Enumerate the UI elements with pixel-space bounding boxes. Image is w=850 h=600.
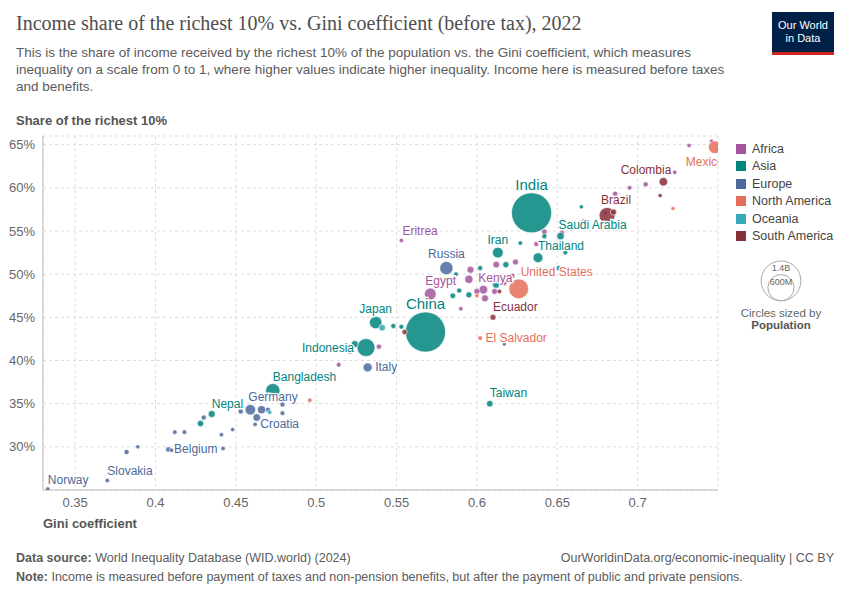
html-text:Our World: Our World — [778, 19, 828, 31]
svg-text:0.55: 0.55 — [384, 495, 409, 510]
svg-text:35%: 35% — [9, 396, 35, 411]
svg-text:Thailand: Thailand — [538, 239, 584, 253]
svg-text:Mexico: Mexico — [686, 155, 718, 169]
html-text:OurWorldinData.org/economic-in: OurWorldinData.org/economic-inequality |… — [560, 551, 834, 565]
svg-text:Taiwan: Taiwan — [490, 386, 527, 400]
html-text:Note: Income is measured befor: Note: Income is measured before payment … — [16, 570, 743, 584]
html-text:Population: Population — [751, 318, 811, 331]
html-text:Oceania: Oceania — [752, 211, 799, 226]
html-text:in Data: in Data — [785, 32, 821, 44]
svg-text:Japan: Japan — [359, 302, 392, 316]
html-text:Europe: Europe — [752, 176, 793, 191]
svg-text:55%: 55% — [9, 224, 35, 239]
svg-text:Nepal: Nepal — [212, 397, 243, 411]
svg-text:China: China — [406, 295, 446, 312]
svg-text:Germany: Germany — [248, 390, 297, 404]
html-text:Circles sized by: Circles sized by — [740, 306, 822, 319]
svg-text:Iran: Iran — [487, 233, 508, 247]
html-text:Data source: World Inequality: Data source: World Inequality Database (… — [16, 551, 351, 565]
svg-text:0.5: 0.5 — [307, 495, 325, 510]
svg-text:60%: 60% — [9, 180, 35, 195]
html-text:Share of the richest 10%: Share of the richest 10% — [16, 113, 167, 128]
svg-text:50%: 50% — [9, 267, 35, 282]
svg-text:Egypt: Egypt — [425, 274, 456, 288]
html-text:North America: North America — [752, 194, 832, 209]
svg-text:0.6: 0.6 — [468, 495, 486, 510]
svg-text:Ecuador: Ecuador — [493, 300, 538, 314]
svg-text:45%: 45% — [9, 310, 35, 325]
svg-text:Russia: Russia — [428, 247, 465, 261]
svg-text:30%: 30% — [9, 439, 35, 454]
svg-text:El Salvador: El Salvador — [485, 331, 546, 345]
svg-text:65%: 65% — [9, 137, 35, 152]
svg-text:0.4: 0.4 — [146, 495, 164, 510]
svg-text:Indonesia: Indonesia — [302, 341, 354, 355]
svg-text:Norway: Norway — [48, 473, 89, 487]
svg-text:0.45: 0.45 — [223, 495, 248, 510]
svg-text:Eritrea: Eritrea — [402, 224, 438, 238]
svg-text:Colombia: Colombia — [621, 163, 672, 177]
html-text:South America: South America — [752, 229, 834, 244]
svg-text:0.35: 0.35 — [62, 495, 87, 510]
html-text:Gini coefficient: Gini coefficient — [43, 516, 137, 531]
svg-text:0.7: 0.7 — [629, 495, 647, 510]
svg-text:Belgium: Belgium — [174, 442, 217, 456]
html-text:This is the share of income re: This is the share of income received by … — [16, 45, 725, 94]
svg-text:Brazil: Brazil — [601, 193, 631, 207]
svg-text:Slovakia: Slovakia — [107, 464, 153, 478]
html-text:Income share of the richest 10: Income share of the richest 10% vs. Gini… — [16, 12, 582, 34]
svg-text:40%: 40% — [9, 353, 35, 368]
svg-text:United States: United States — [521, 265, 593, 279]
html-text:Asia: Asia — [752, 159, 777, 174]
svg-text:Kenya: Kenya — [478, 271, 512, 285]
svg-text:1.4B: 1.4B — [772, 263, 791, 273]
svg-text:Saudi Arabia: Saudi Arabia — [559, 218, 627, 232]
svg-text:India: India — [515, 176, 548, 193]
svg-text:600M: 600M — [770, 277, 793, 287]
svg-text:0.65: 0.65 — [545, 495, 570, 510]
html-text:Africa: Africa — [752, 141, 784, 156]
svg-text:Bangladesh: Bangladesh — [273, 370, 336, 384]
svg-text:Croatia: Croatia — [260, 417, 299, 431]
svg-text:Italy: Italy — [375, 360, 397, 374]
